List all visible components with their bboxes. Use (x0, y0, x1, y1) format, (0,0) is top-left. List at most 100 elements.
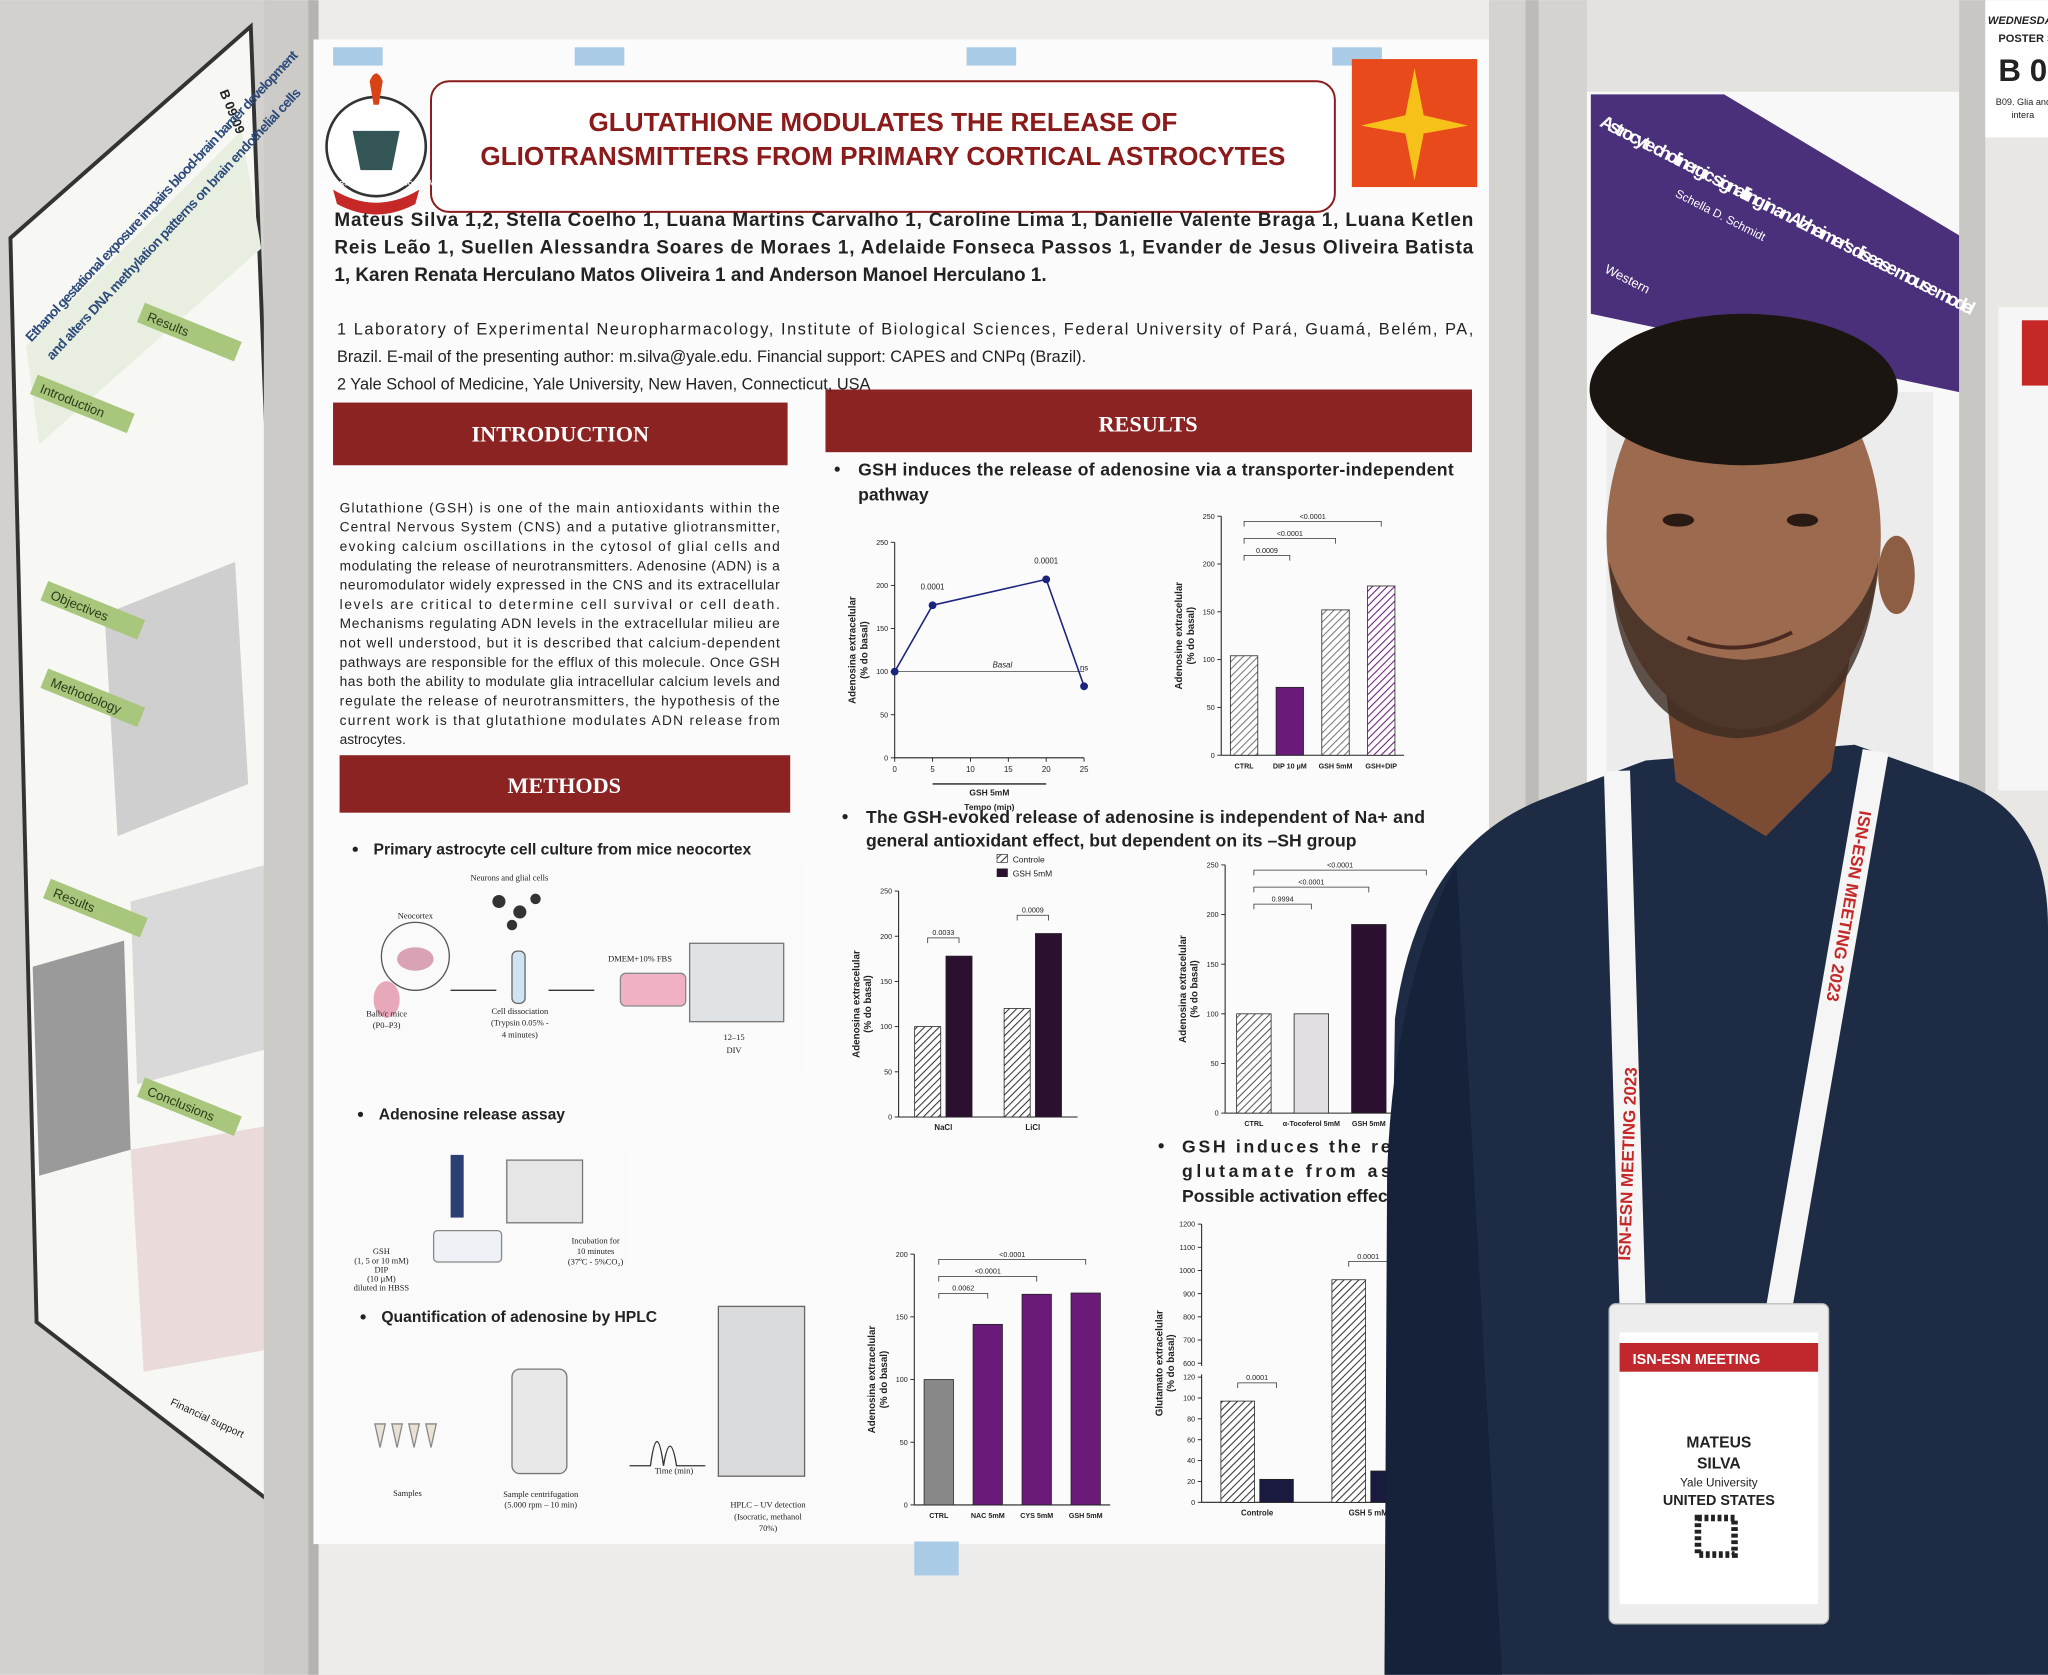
section-header (339, 755, 791, 813)
y-tick-label: 150 (1203, 608, 1215, 616)
y-tick-label: 250 (880, 888, 892, 896)
y-tick-label: 900 (1183, 1290, 1195, 1298)
y-tick-label: 150 (1207, 961, 1219, 969)
p-value: <0.0001 (999, 1251, 1025, 1259)
x-tick-label: CTRL (1235, 762, 1255, 770)
badge-name: SILVA (1697, 1455, 1741, 1472)
x-tick-label: 20 (1042, 765, 1051, 774)
far-poster-logo (2021, 320, 2048, 386)
affiliation-line: 2 Yale School of Medicine, Yale Universi… (337, 376, 871, 394)
pipette (450, 1154, 464, 1218)
x-tick-label: Controle (1241, 1508, 1274, 1517)
y-tick-label: 700 (1183, 1337, 1195, 1345)
logo-flame (369, 73, 383, 105)
axis-break (1196, 1365, 1207, 1375)
y-axis-label: (% do basal) (859, 621, 870, 679)
left-poster-figure (32, 940, 131, 1176)
logo-ribbon (333, 189, 420, 215)
figure-label: HPLC – UV detection (730, 1500, 806, 1510)
x-tick-label: 0 (893, 765, 898, 774)
badge-name: MATEUS (1686, 1434, 1751, 1451)
y-tick-label: 100 (1207, 1010, 1219, 1018)
bar (1220, 1400, 1255, 1503)
y-tick-label: 250 (1203, 513, 1215, 521)
far-poster (1998, 307, 2048, 791)
sign-topic: intera (2011, 110, 2035, 120)
significance-bracket (1237, 1382, 1277, 1389)
logo-shield (352, 130, 400, 171)
p-value: <0.0001 (1327, 862, 1353, 870)
y-axis-label: Adenosina extracelular (1178, 935, 1189, 1043)
y-tick-label: 600 (1183, 1360, 1195, 1368)
y-tick-label: 200 (1207, 911, 1219, 919)
reference-label: Basal (993, 661, 1013, 670)
finding-text: pathway (858, 485, 929, 505)
significance-bracket (938, 1258, 1087, 1265)
y-tick-label: 1000 (1179, 1267, 1195, 1275)
y-axis-label: Adenosina extracelular (851, 950, 862, 1058)
shirt-shadow (1384, 862, 1503, 1675)
tape (966, 47, 1017, 66)
p-value: <0.0001 (1300, 513, 1326, 521)
y-axis-label: Adenosina extracelular (867, 1326, 878, 1434)
x-tick-label: α-Tocoferol 5mM (1283, 1120, 1340, 1128)
lanyard (1603, 770, 1646, 1310)
badge-header: ISN-ESN MEETING (1633, 1352, 1761, 1368)
p-value: 0.0033 (932, 929, 954, 937)
finding-text: Possible activation effect? (1182, 1186, 1404, 1206)
qr-code (1694, 1514, 1738, 1558)
intro-line: astrocytes. (340, 732, 406, 747)
author-line: 1, Karen Renata Herculano Matos Oliveira… (334, 265, 1046, 286)
sample-tube (374, 1423, 387, 1448)
shirt (1384, 744, 2048, 1675)
y-tick-label: 1100 (1180, 1244, 1195, 1252)
intro-line: neuromodulator widely expressed in the C… (340, 578, 781, 593)
intro-line: pathways are responsible for the efflux … (340, 655, 780, 670)
data-point (890, 667, 899, 676)
y-tick-label: 0 (888, 1114, 892, 1122)
logo-text: UNIVERSIDADE FEDERAL DO PARÁ (320, 179, 433, 188)
intro-line: Glutathione (GSH) is one of the main ant… (340, 500, 781, 515)
bar (1070, 1292, 1101, 1506)
y-tick-label: 50 (884, 1068, 892, 1076)
figure-label: Time (min) (655, 1466, 694, 1476)
x-tick-label: CTRL (1244, 1120, 1264, 1128)
p-value: 0.0062 (952, 1285, 974, 1293)
figure-label: (37ºC - 5%CO₂) (568, 1257, 624, 1267)
bullet (834, 466, 840, 472)
significance-bracket (1243, 521, 1382, 527)
y-axis-label: Adenosine extracelular (1174, 582, 1185, 690)
figure-label: DIP (375, 1264, 389, 1274)
x-tick-label: GSH 5mM (1352, 1120, 1386, 1128)
intro-line: evoking calcium oscillations in the cyto… (340, 539, 780, 554)
y-tick-label: 0 (1215, 1110, 1219, 1118)
figure-label: GSH (373, 1246, 390, 1256)
right-poster-header (1590, 94, 1960, 393)
badge-country: UNITED STATES (1663, 1493, 1775, 1509)
figure-label: 12–15 (723, 1032, 744, 1042)
finding-text: GSH induces the rele (1182, 1136, 1411, 1156)
sign-topic: B09. Glia and (1996, 97, 2048, 107)
bar (1321, 609, 1350, 756)
significance-bracket (1253, 869, 1427, 876)
x-tick-label: GSH 5 mM (1349, 1508, 1388, 1517)
figure-label: (Trypsin 0.05% - (491, 1018, 549, 1028)
x-tick-label: GSH+DIP (1365, 762, 1397, 770)
left-heading-box (137, 302, 242, 362)
bullet (352, 846, 358, 852)
tape (333, 47, 383, 66)
mouse (373, 981, 400, 1018)
legend-swatch (996, 868, 1008, 878)
bar (923, 1379, 954, 1506)
significance-bracket (1253, 903, 1312, 910)
bar (1229, 655, 1259, 756)
y-axis-label: (% do basal) (1166, 1334, 1177, 1392)
y-tick-label: 50 (1207, 704, 1215, 712)
x-tick-label: NaCl (934, 1123, 952, 1132)
x-tick-label: 5 (930, 765, 935, 774)
intro-line: regulate the release of neurotransmitter… (340, 694, 781, 709)
sign-text: WEDNESDAY (1988, 15, 2048, 27)
y-tick-label: 100 (1203, 656, 1215, 664)
eye (1786, 513, 1819, 527)
